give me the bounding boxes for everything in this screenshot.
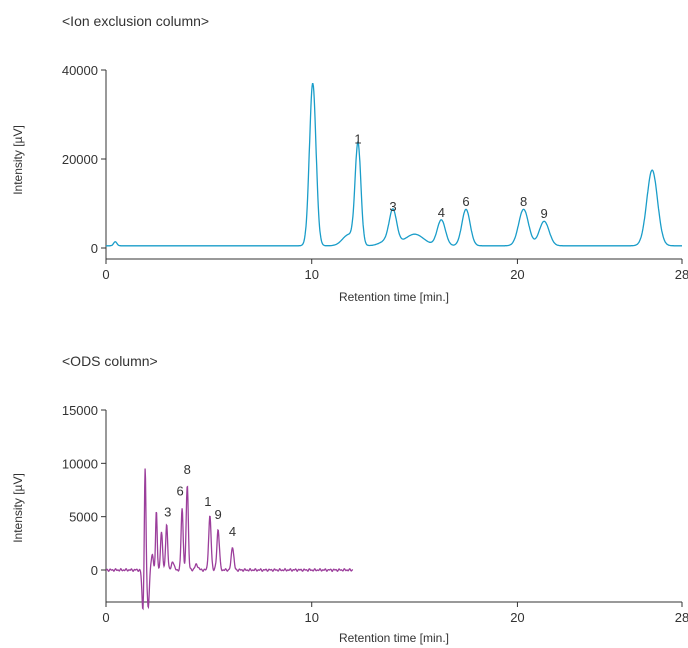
panel-2-y-axis-label: Intensity [µV] <box>11 473 25 543</box>
panel-2-x-tick-label: 10 <box>304 610 318 625</box>
panel-1-peak-label: 9 <box>541 206 548 221</box>
panel-1-peak-label: 4 <box>438 205 445 220</box>
panel-2-plot: 0 10 20 28 0 5000 10000 15000 863 194 <box>62 403 688 625</box>
panel-1-peak-label: 6 <box>462 194 469 209</box>
panel-1-title: <Ion exclusion column> <box>62 13 209 29</box>
panel-2-peak-label: 9 <box>214 507 221 522</box>
panel-2-y-tick-label: 0 <box>91 563 98 578</box>
panel-1-x-tick-label: 0 <box>102 267 109 282</box>
panel-2-title: <ODS column> <box>62 353 158 369</box>
panel-1-y-axis-label: Intensity [µV] <box>11 125 25 195</box>
panel-1-peak-label: 3 <box>389 199 396 214</box>
panel-2-x-tick-label: 0 <box>102 610 109 625</box>
panel-1-x-tick-label: 20 <box>510 267 524 282</box>
panel-1-trace <box>106 83 682 247</box>
panel-2-x-tick-label: 28 <box>675 610 688 625</box>
panel-2-y-tick-label: 5000 <box>69 510 98 525</box>
panel-1-peak-label: 8 <box>520 194 527 209</box>
panel-2-peak-label: 1 <box>204 494 211 509</box>
panel-1-y-tick-label: 0 <box>91 241 98 256</box>
panel-2-x-axis-label: Retention time [min.] <box>339 631 449 645</box>
panel-1-x-axis-label: Retention time [min.] <box>339 290 449 304</box>
panel-2-x-tick-label: 20 <box>510 610 524 625</box>
panel-2-peak-label: 4 <box>229 524 236 539</box>
panel-1-y-tick-label: 40000 <box>62 63 98 78</box>
panel-2-y-tick-label: 10000 <box>62 456 98 471</box>
panel-1-y-tick-label: 20000 <box>62 152 98 167</box>
panel-1-x-tick-label: 28 <box>675 267 688 282</box>
panel-2-peak-label: 3 <box>164 505 171 520</box>
panel-2-peak-label: 6 <box>176 483 183 498</box>
panel-2-trace <box>105 468 354 611</box>
panel-2-peak-label: 8 <box>184 462 191 477</box>
panel-1-peak-label: 1 <box>354 131 361 146</box>
panel-1-x-tick-label: 10 <box>304 267 318 282</box>
panel-2-y-tick-label: 15000 <box>62 403 98 418</box>
